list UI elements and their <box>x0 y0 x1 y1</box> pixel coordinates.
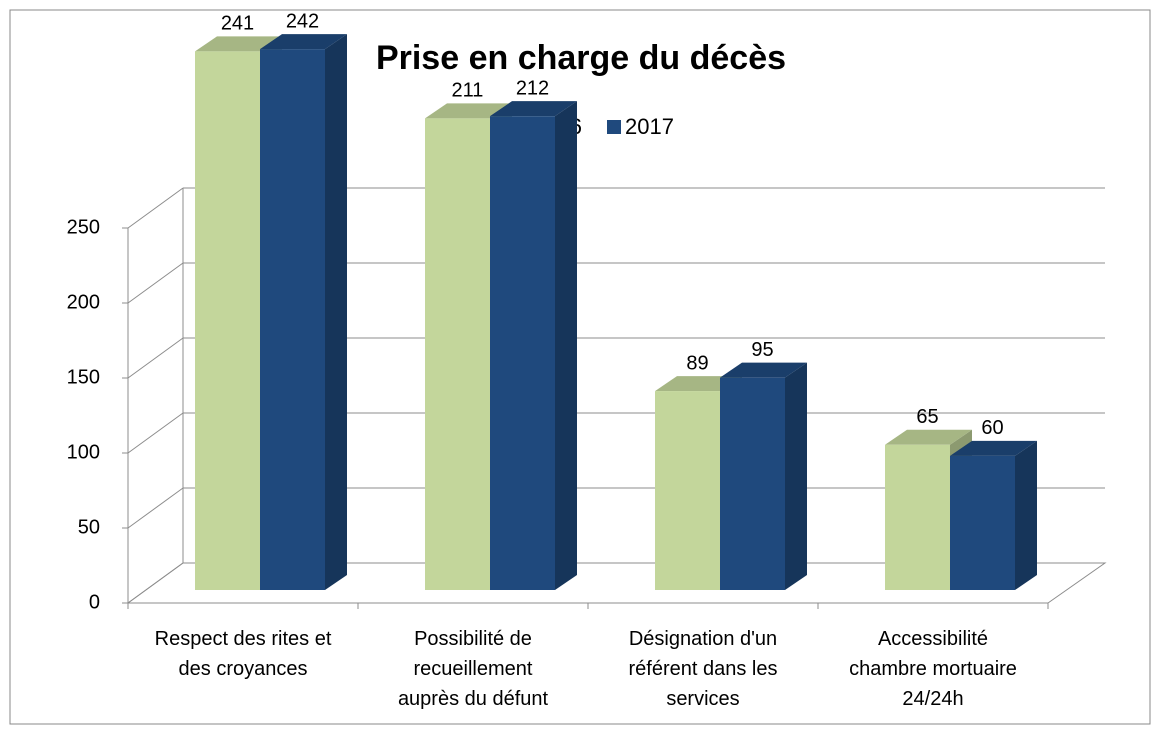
x-tick-label: Accessibilité chambre mortuaire 24/24h <box>849 628 1017 710</box>
data-label: 211 <box>452 80 484 102</box>
bar-side <box>325 34 347 590</box>
bar-side <box>1015 440 1037 590</box>
bar <box>425 118 490 590</box>
x-tick-label: Respect des rites et des croyances <box>155 628 332 680</box>
x-tick-label: Désignation d'un référent dans les service… <box>629 628 778 710</box>
x-tick-label-line: recueillement <box>414 658 533 680</box>
bar-side <box>555 101 577 591</box>
legend-label: 2017 <box>625 114 674 139</box>
y-tick-label: 100 <box>67 441 100 463</box>
bar <box>655 391 720 590</box>
bar <box>490 116 555 591</box>
x-tick-label-line: Possibilité de <box>414 628 532 650</box>
x-tick-label-line: services <box>666 688 739 710</box>
x-tick-label-line: 24/24h <box>902 688 963 710</box>
bar-top <box>950 440 1037 456</box>
data-label: 65 <box>916 406 938 428</box>
bar <box>950 455 1015 590</box>
grid-line-side <box>127 412 184 454</box>
bar-top <box>885 429 972 445</box>
grid-line-side <box>127 187 184 229</box>
bar-top <box>260 34 347 50</box>
bar <box>195 51 260 591</box>
x-tick-label-line: référent dans les <box>629 658 778 680</box>
x-tick-label-line: auprès du défunt <box>398 688 549 710</box>
bar-top <box>195 36 282 52</box>
x-tick-label: Possibilité de recueillement auprès du déf… <box>398 628 549 710</box>
bar-top <box>425 103 512 119</box>
grid-line-side <box>127 337 184 379</box>
data-label: 212 <box>516 77 549 99</box>
grid-line-side <box>127 487 184 529</box>
x-tick-label-line: chambre mortuaire <box>849 658 1017 680</box>
legend-swatch <box>607 120 621 134</box>
x-tick-label-line: des croyances <box>179 658 308 680</box>
bar-top <box>490 101 577 117</box>
data-label: 89 <box>686 352 708 374</box>
y-tick-label: 250 <box>67 216 100 238</box>
x-tick-label-line: Désignation d'un <box>629 628 777 650</box>
x-tick-label-line: Accessibilité <box>878 628 988 650</box>
data-label: 241 <box>221 13 254 35</box>
bar <box>885 444 950 590</box>
y-tick-label: 200 <box>67 291 100 313</box>
data-label: 242 <box>286 10 319 32</box>
chart-title: Prise en charge du décès <box>376 39 786 77</box>
bar <box>720 377 785 590</box>
bar <box>260 49 325 590</box>
y-tick-label: 150 <box>67 366 100 388</box>
bar-top <box>720 362 807 378</box>
y-tick-label: 50 <box>78 516 100 538</box>
data-label: 95 <box>751 339 773 361</box>
grid-line-side <box>127 262 184 304</box>
bar-side <box>785 362 807 590</box>
y-tick-label: 0 <box>89 591 100 613</box>
x-tick-label-line: Respect des rites et <box>155 628 332 650</box>
data-label: 60 <box>981 417 1003 439</box>
grid-line-side <box>127 562 184 604</box>
